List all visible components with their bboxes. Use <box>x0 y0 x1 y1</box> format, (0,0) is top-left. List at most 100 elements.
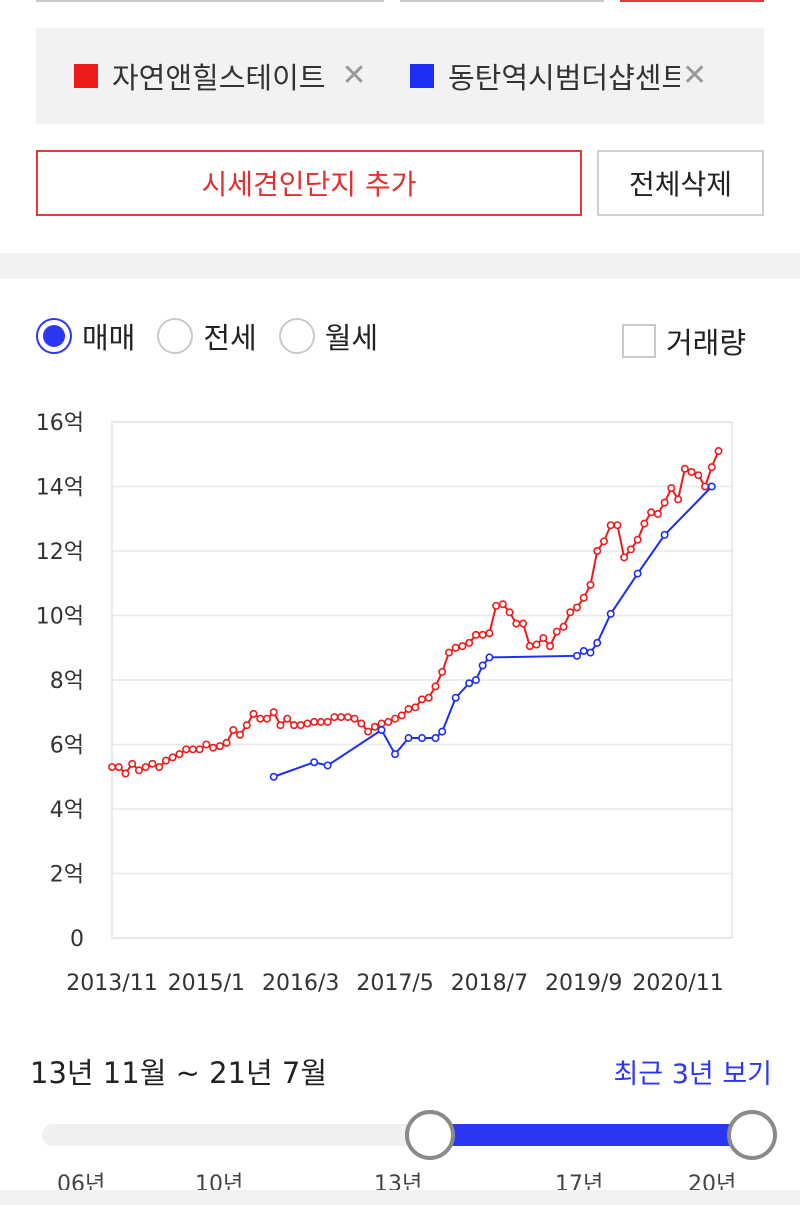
data-point[interactable] <box>471 630 480 639</box>
data-point[interactable] <box>640 519 649 528</box>
data-point[interactable] <box>424 693 433 702</box>
data-point[interactable] <box>323 717 332 726</box>
data-point[interactable] <box>680 464 689 473</box>
data-point[interactable] <box>141 763 150 772</box>
data-point[interactable] <box>478 630 487 639</box>
data-point[interactable] <box>707 463 716 472</box>
data-point[interactable] <box>289 721 298 730</box>
data-point[interactable] <box>458 642 467 651</box>
data-point[interactable] <box>121 769 130 778</box>
data-point[interactable] <box>613 521 622 530</box>
trade-type-option-jeonse[interactable]: 전세 <box>157 315 257 357</box>
data-point[interactable] <box>310 717 319 726</box>
data-point[interactable] <box>532 640 541 649</box>
data-point[interactable] <box>161 756 170 765</box>
data-point[interactable] <box>350 714 359 723</box>
data-point[interactable] <box>701 482 710 491</box>
data-point[interactable] <box>444 648 453 657</box>
volume-toggle[interactable]: 거래량 <box>622 320 746 362</box>
data-point[interactable] <box>296 721 305 730</box>
data-point[interactable] <box>215 742 224 751</box>
data-point[interactable] <box>485 653 494 662</box>
data-point[interactable] <box>377 725 386 734</box>
data-point[interactable] <box>525 642 534 651</box>
data-point[interactable] <box>593 547 602 556</box>
add-comparison-complex-button[interactable]: 시세견인단지 추가 <box>36 150 582 216</box>
data-point[interactable] <box>229 725 238 734</box>
data-point[interactable] <box>357 719 366 728</box>
slider-end-handle[interactable] <box>726 1110 777 1160</box>
trade-type-option-sale[interactable]: 매매 <box>36 315 135 357</box>
data-point[interactable] <box>539 634 548 643</box>
data-point[interactable] <box>377 719 386 728</box>
data-point[interactable] <box>478 661 487 670</box>
data-point[interactable] <box>471 675 480 684</box>
data-point[interactable] <box>620 553 629 562</box>
data-point[interactable] <box>451 693 460 702</box>
data-point[interactable] <box>546 642 555 651</box>
data-point[interactable] <box>269 772 278 781</box>
data-point[interactable] <box>404 734 413 743</box>
data-point[interactable] <box>397 711 406 720</box>
data-point[interactable] <box>451 643 460 652</box>
data-point[interactable] <box>694 471 703 480</box>
data-point[interactable] <box>633 535 642 544</box>
data-point[interactable] <box>647 508 656 517</box>
data-point[interactable] <box>438 727 447 736</box>
data-point[interactable] <box>438 667 447 676</box>
data-point[interactable] <box>674 495 683 504</box>
data-point[interactable] <box>276 721 285 730</box>
data-point[interactable] <box>566 608 575 617</box>
data-point[interactable] <box>606 521 615 530</box>
data-point[interactable] <box>633 569 642 578</box>
data-point[interactable] <box>465 679 474 688</box>
data-point[interactable] <box>108 763 117 772</box>
data-point[interactable] <box>175 750 184 759</box>
data-point[interactable] <box>714 447 723 456</box>
data-point[interactable] <box>498 600 507 609</box>
data-point[interactable] <box>337 713 346 722</box>
remove-complex-icon[interactable]: ✕ <box>341 58 367 93</box>
data-point[interactable] <box>303 719 312 728</box>
data-point[interactable] <box>552 627 561 636</box>
data-point[interactable] <box>269 708 278 717</box>
data-point[interactable] <box>222 738 231 747</box>
data-point[interactable] <box>572 651 581 660</box>
data-point[interactable] <box>404 705 413 714</box>
data-point[interactable] <box>202 740 211 749</box>
data-point[interactable] <box>417 695 426 704</box>
data-point[interactable] <box>512 619 521 628</box>
data-point[interactable] <box>114 763 123 772</box>
data-point[interactable] <box>316 717 325 726</box>
recent-3-years-link[interactable]: 최근 3년 보기 <box>613 1059 772 1090</box>
data-point[interactable] <box>391 714 400 723</box>
data-point[interactable] <box>660 530 669 539</box>
data-point[interactable] <box>579 646 588 655</box>
data-point[interactable] <box>148 759 157 768</box>
data-point[interactable] <box>626 545 635 554</box>
data-point[interactable] <box>586 648 595 657</box>
data-point[interactable] <box>182 745 191 754</box>
data-point[interactable] <box>195 745 204 754</box>
data-point[interactable] <box>465 638 474 647</box>
data-point[interactable] <box>384 717 393 726</box>
period-range-slider[interactable] <box>42 1110 777 1160</box>
data-point[interactable] <box>391 750 400 759</box>
data-point[interactable] <box>188 745 197 754</box>
data-point[interactable] <box>431 734 440 743</box>
data-point[interactable] <box>586 580 595 589</box>
data-point[interactable] <box>128 759 137 768</box>
data-point[interactable] <box>330 713 339 722</box>
data-point[interactable] <box>310 758 319 767</box>
data-point[interactable] <box>262 714 271 723</box>
data-point[interactable] <box>249 709 258 718</box>
data-point[interactable] <box>572 603 581 612</box>
data-point[interactable] <box>370 722 379 731</box>
data-point[interactable] <box>134 766 143 775</box>
data-point[interactable] <box>236 730 245 739</box>
trade-type-option-monthly-rent[interactable]: 월세 <box>278 315 378 357</box>
data-point[interactable] <box>707 482 716 491</box>
data-point[interactable] <box>559 622 568 631</box>
remove-complex-icon[interactable]: ✕ <box>682 58 708 93</box>
data-point[interactable] <box>431 682 440 691</box>
